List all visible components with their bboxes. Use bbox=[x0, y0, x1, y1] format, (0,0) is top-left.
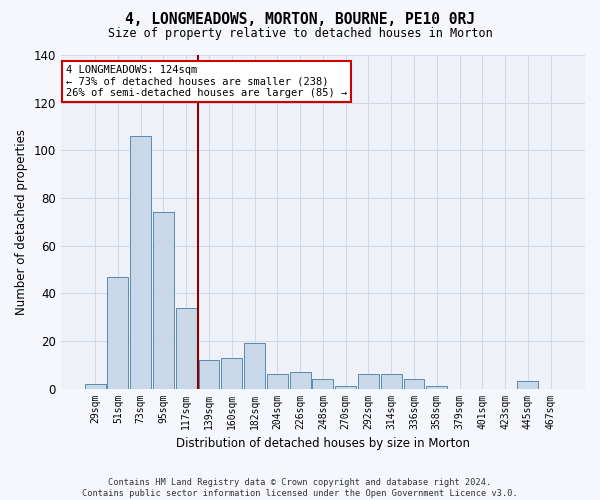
Bar bbox=[427, 386, 447, 388]
Bar bbox=[404, 379, 424, 388]
Bar bbox=[85, 384, 106, 388]
Text: Size of property relative to detached houses in Morton: Size of property relative to detached ho… bbox=[107, 28, 493, 40]
Bar bbox=[107, 276, 128, 388]
Bar bbox=[244, 344, 265, 388]
Bar bbox=[221, 358, 242, 388]
Bar bbox=[130, 136, 151, 388]
Bar bbox=[358, 374, 379, 388]
Bar bbox=[313, 379, 334, 388]
Text: Contains HM Land Registry data © Crown copyright and database right 2024.
Contai: Contains HM Land Registry data © Crown c… bbox=[82, 478, 518, 498]
Y-axis label: Number of detached properties: Number of detached properties bbox=[15, 129, 28, 315]
Bar bbox=[153, 212, 174, 388]
Bar bbox=[335, 386, 356, 388]
Bar bbox=[176, 308, 197, 388]
X-axis label: Distribution of detached houses by size in Morton: Distribution of detached houses by size … bbox=[176, 437, 470, 450]
Bar bbox=[199, 360, 220, 388]
Text: 4, LONGMEADOWS, MORTON, BOURNE, PE10 0RJ: 4, LONGMEADOWS, MORTON, BOURNE, PE10 0RJ bbox=[125, 12, 475, 28]
Bar bbox=[267, 374, 288, 388]
Text: 4 LONGMEADOWS: 124sqm
← 73% of detached houses are smaller (238)
26% of semi-det: 4 LONGMEADOWS: 124sqm ← 73% of detached … bbox=[66, 65, 347, 98]
Bar bbox=[290, 372, 311, 388]
Bar bbox=[517, 382, 538, 388]
Bar bbox=[381, 374, 402, 388]
